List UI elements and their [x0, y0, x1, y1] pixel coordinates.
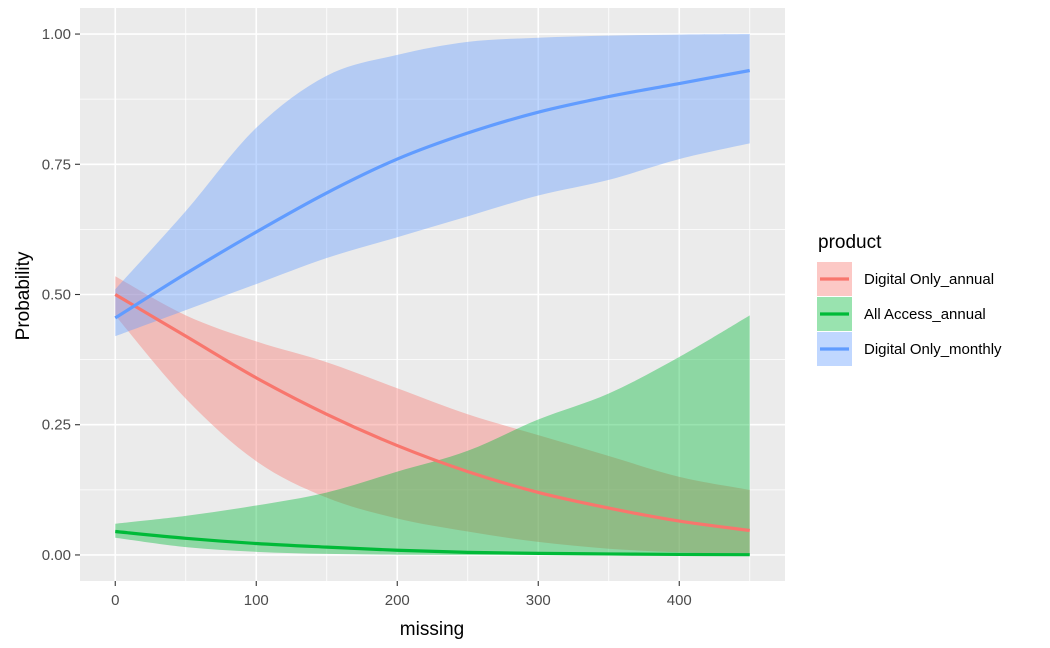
x-axis-title: missing — [400, 619, 464, 640]
x-tick-label-1: 100 — [244, 592, 269, 609]
x-tick-label-2: 200 — [385, 592, 410, 609]
y-tick-label-0: 0.00 — [42, 547, 71, 564]
confidence-ribbons — [115, 34, 750, 555]
line-digital-only-annual — [114, 293, 750, 533]
ribbon-digital-only-annual — [115, 276, 750, 554]
legend-title: product — [818, 232, 882, 253]
y-tick-label-3: 0.75 — [42, 156, 71, 173]
legend: product Digital Only_annual All Access_an… — [817, 232, 1002, 366]
ribbon-all-access-annual — [115, 315, 750, 555]
x-tick-label-3: 300 — [526, 592, 551, 609]
legend-label-digital-only-monthly: Digital Only_monthly — [864, 341, 1002, 358]
y-tick-label-1: 0.25 — [42, 417, 71, 434]
legend-label-digital-only-annual: Digital Only_annual — [864, 271, 994, 288]
y-axis: 0.00 0.25 0.50 0.75 1.00 — [42, 26, 80, 564]
x-axis: 0 100 200 300 400 — [111, 581, 692, 609]
x-tick-label-0: 0 — [111, 592, 119, 609]
series-lines — [114, 68, 751, 557]
y-tick-label-2: 0.50 — [42, 287, 71, 304]
line-all-access-annual — [115, 529, 750, 557]
line-digital-only-monthly — [114, 68, 751, 320]
y-axis-title: Probability — [13, 251, 34, 340]
legend-label-all-access-annual: All Access_annual — [864, 306, 986, 323]
x-tick-label-4: 400 — [667, 592, 692, 609]
ribbon-digital-only-monthly — [115, 34, 750, 337]
y-tick-label-4: 1.00 — [42, 26, 71, 43]
